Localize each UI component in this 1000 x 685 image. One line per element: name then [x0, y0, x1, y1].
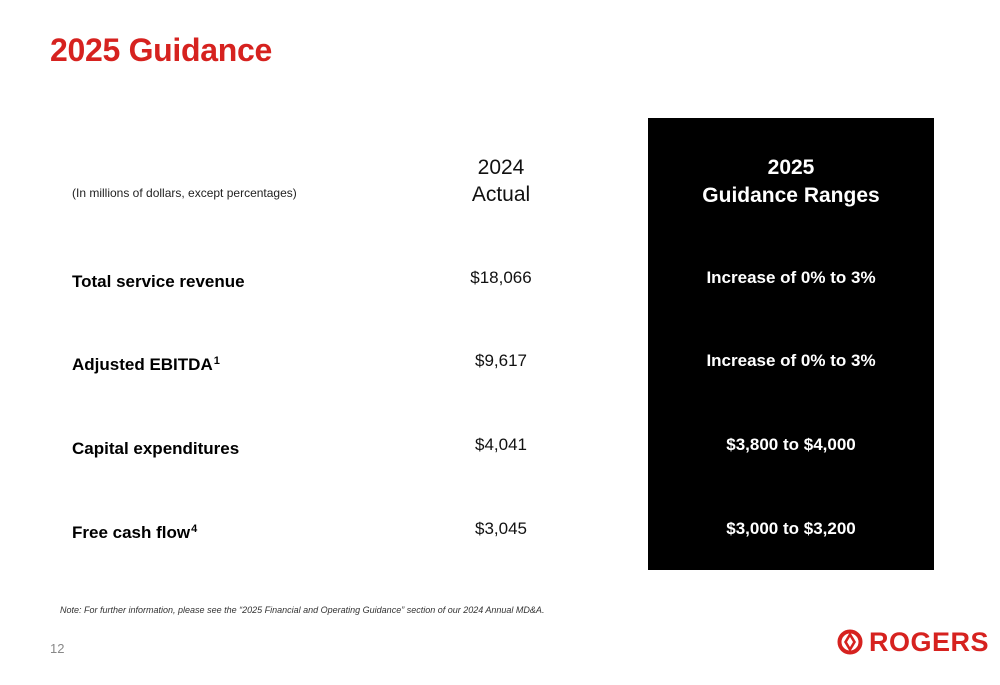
rogers-logo: ROGERS	[837, 626, 989, 658]
column-header-2025-label: Guidance Ranges	[702, 184, 880, 207]
row-label: Free cash flow4	[72, 523, 198, 542]
table-row: Capital expenditures $4,041 $3,800 to $4…	[0, 430, 1000, 460]
rogers-logo-icon	[837, 629, 863, 655]
guidance-column-background	[648, 118, 934, 570]
row-guidance-value: Increase of 0% to 3%	[706, 351, 876, 370]
logo-wordmark: ROGERS	[869, 627, 990, 657]
page-title: 2025 Guidance	[50, 32, 272, 68]
row-actual-value: $3,045	[475, 519, 527, 538]
row-actual-value: $18,066	[470, 268, 532, 287]
row-label: Total service revenue	[72, 272, 245, 291]
page-number: 12	[50, 641, 65, 656]
column-header-2025-guidance: 2025 Guidance Ranges	[648, 154, 934, 210]
row-label: Capital expenditures	[72, 439, 240, 458]
column-header-2025-year: 2025	[767, 156, 815, 179]
row-guidance-value: $3,000 to $3,200	[726, 519, 856, 538]
footnote: Note: For further information, please se…	[60, 605, 545, 615]
table-row: Adjusted EBITDA1 $9,617 Increase of 0% t…	[0, 346, 1000, 376]
table-row: Free cash flow4 $3,045 $3,000 to $3,200	[0, 514, 1000, 544]
row-guidance-value: Increase of 0% to 3%	[706, 268, 876, 287]
row-actual-value: $4,041	[475, 435, 527, 454]
row-guidance-value: $3,800 to $4,000	[726, 435, 856, 454]
column-header-2024-label: Actual	[471, 183, 531, 206]
units-note: (In millions of dollars, except percenta…	[72, 186, 297, 200]
row-actual-value: $9,617	[475, 351, 527, 370]
column-header-2024-actual: 2024 Actual	[440, 154, 562, 208]
row-label: Adjusted EBITDA1	[72, 355, 220, 374]
column-header-2024-year: 2024	[477, 156, 525, 179]
table-row: Total service revenue $18,066 Increase o…	[0, 263, 1000, 293]
